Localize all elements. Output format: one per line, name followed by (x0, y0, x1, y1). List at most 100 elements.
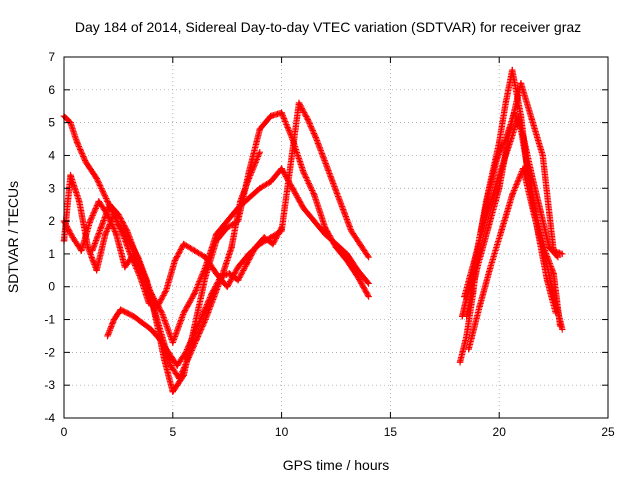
data-point (156, 336, 163, 343)
data-point (78, 247, 85, 254)
x-axis-label: GPS time / hours (283, 457, 390, 473)
grid-lines (64, 57, 608, 418)
data-point (550, 247, 557, 254)
data-point (321, 158, 329, 166)
data-point (267, 112, 274, 120)
y-tick-label: -1 (44, 313, 55, 327)
data-point (117, 306, 124, 313)
data-point (104, 198, 111, 205)
data-point (321, 224, 329, 231)
data-point (115, 211, 122, 218)
data-point (191, 290, 198, 297)
data-point (226, 270, 233, 277)
data-point (472, 253, 479, 261)
data-point (365, 253, 372, 261)
data-point (184, 355, 192, 363)
data-point (130, 313, 137, 320)
data-point (163, 286, 170, 294)
data-point (123, 227, 131, 235)
data-point (474, 263, 481, 271)
data-point (237, 198, 244, 205)
data-point (180, 240, 187, 248)
data-point (493, 155, 501, 162)
data-point (110, 316, 118, 323)
data-point (150, 303, 157, 310)
data-point (97, 224, 105, 231)
series-day-4 (89, 80, 566, 382)
data-point (354, 267, 361, 274)
series-day-5 (104, 165, 566, 369)
data-point (128, 253, 135, 261)
data-point (559, 250, 566, 258)
data-point (160, 355, 168, 363)
data-point (182, 349, 190, 356)
data-point (256, 148, 264, 156)
data-point (300, 204, 307, 212)
data-point (313, 135, 320, 143)
data-point (463, 313, 470, 320)
data-point (485, 224, 492, 231)
data-point (552, 299, 559, 307)
data-point (295, 99, 303, 107)
data-point (348, 227, 355, 235)
data-point (224, 283, 231, 290)
data-point (502, 99, 509, 107)
data-point (113, 231, 120, 238)
data-point (224, 224, 231, 231)
data-point (311, 217, 318, 225)
data-point (123, 309, 131, 317)
data-point (200, 309, 207, 317)
data-point (84, 244, 92, 251)
data-point (506, 126, 514, 133)
y-tick-label: 0 (48, 280, 55, 294)
data-point (106, 201, 113, 208)
x-tick-label: 20 (493, 425, 507, 439)
data-point (515, 112, 522, 120)
data-point (82, 158, 89, 166)
data-point (332, 240, 340, 248)
data-point (69, 234, 76, 241)
plot-frame (63, 56, 609, 419)
data-point (169, 388, 176, 395)
data-point (213, 231, 220, 238)
data-point (519, 165, 527, 172)
data-point (167, 362, 174, 369)
data-point (73, 139, 81, 146)
data-point (559, 326, 566, 333)
series-day-3 (60, 99, 564, 330)
data-point (530, 211, 538, 218)
data-point (354, 273, 361, 281)
data-point (509, 191, 516, 199)
data-point (93, 175, 100, 182)
data-point (169, 339, 176, 346)
y-tick-label: 2 (48, 214, 55, 228)
y-tick-label: -4 (44, 411, 55, 425)
data-point (165, 349, 172, 356)
data-point (176, 375, 183, 382)
data-point (158, 309, 166, 317)
data-point (304, 116, 311, 123)
x-tick-label: 0 (61, 425, 68, 439)
data-point (539, 152, 546, 159)
data-point (202, 253, 209, 261)
axis-ticks: 0 5 10 15 20 25 -4 -3 -2 -1 0 1 2 3 4 5 6 7 (44, 50, 615, 439)
data-point (76, 198, 83, 205)
data-point (496, 185, 503, 192)
series-trace (60, 99, 564, 328)
data-point (245, 175, 253, 182)
data-point (243, 260, 250, 267)
data-point (234, 263, 242, 271)
data-point (102, 231, 109, 238)
data-point (256, 185, 264, 192)
x-tick-label: 5 (169, 425, 176, 439)
data-point (89, 247, 96, 254)
x-tick-label: 10 (275, 425, 289, 439)
data-point (217, 273, 224, 281)
data-point (498, 227, 505, 235)
data-point (208, 290, 216, 297)
data-point (202, 263, 209, 271)
data-point (95, 198, 103, 205)
y-tick-label: 3 (48, 181, 55, 195)
data-point (224, 217, 231, 225)
data-point (311, 191, 318, 199)
